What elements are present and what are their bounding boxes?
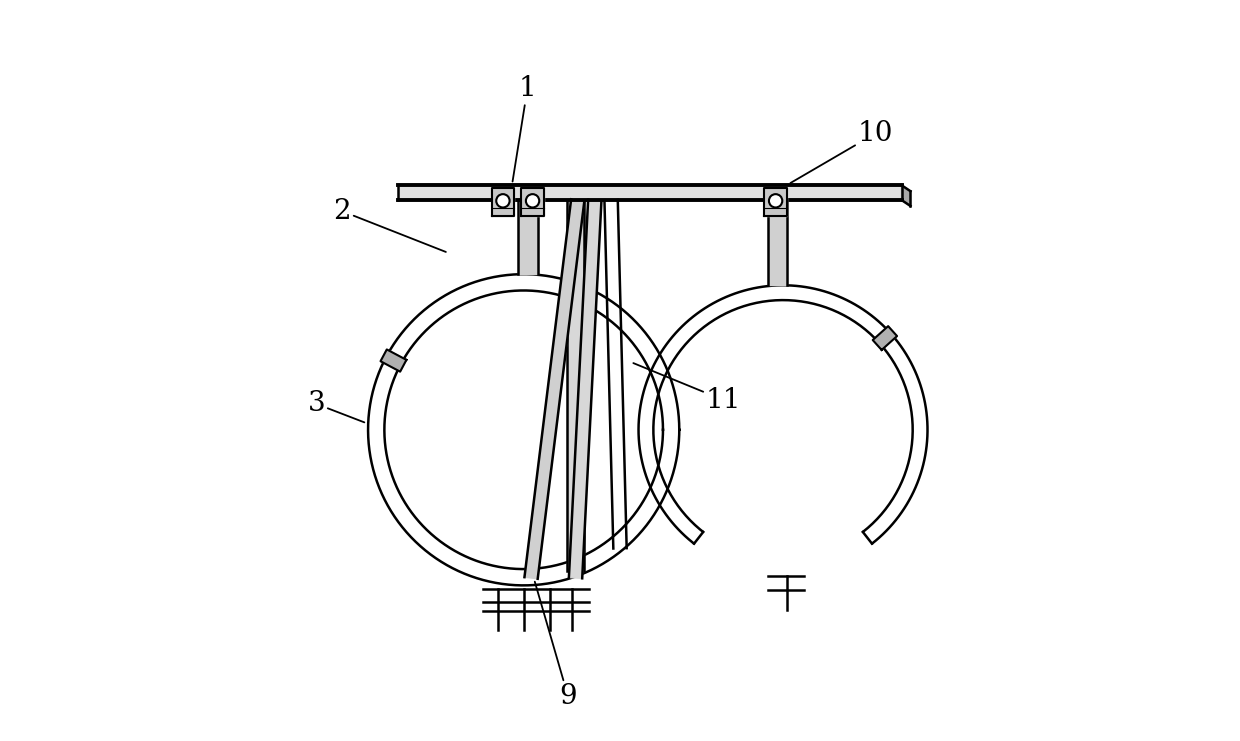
Polygon shape xyxy=(381,350,407,372)
Polygon shape xyxy=(765,188,786,216)
Polygon shape xyxy=(525,199,584,579)
Text: 11: 11 xyxy=(634,363,742,413)
Text: 1: 1 xyxy=(512,76,536,182)
Text: 3: 3 xyxy=(308,391,365,422)
Text: 10: 10 xyxy=(790,120,893,183)
Circle shape xyxy=(769,194,782,207)
Polygon shape xyxy=(518,200,538,274)
Polygon shape xyxy=(522,188,543,216)
Text: 2: 2 xyxy=(334,198,446,252)
Polygon shape xyxy=(492,188,515,216)
Polygon shape xyxy=(569,200,601,578)
Circle shape xyxy=(496,194,510,207)
Polygon shape xyxy=(769,200,786,285)
Circle shape xyxy=(526,194,539,207)
Polygon shape xyxy=(568,200,584,571)
Text: 9: 9 xyxy=(534,582,577,710)
Polygon shape xyxy=(873,326,897,350)
Polygon shape xyxy=(398,185,901,200)
Polygon shape xyxy=(901,185,910,206)
